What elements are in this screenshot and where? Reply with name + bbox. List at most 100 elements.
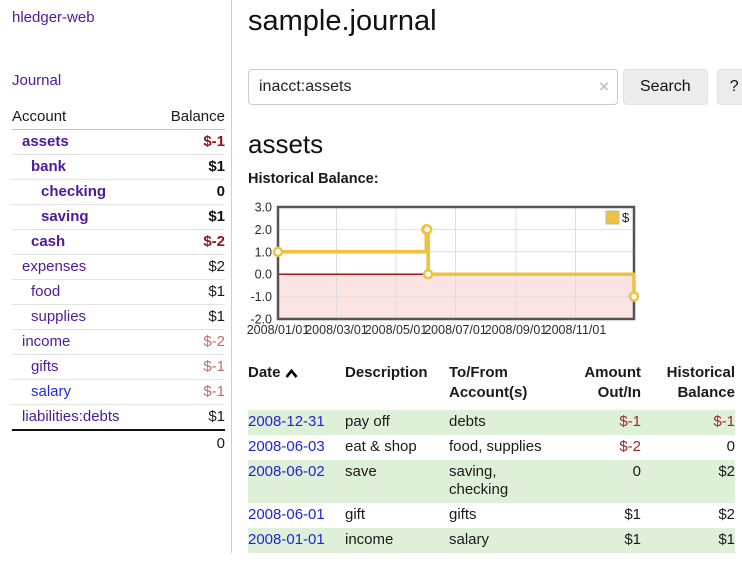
register-table: Date Description To/From Account(s) Amou… bbox=[248, 363, 735, 553]
search-input[interactable] bbox=[248, 69, 618, 105]
account-link-checking[interactable]: checking bbox=[41, 183, 107, 200]
register-row: 2008-06-02 save saving, checking 0 $2 bbox=[248, 460, 735, 503]
historical-balance-chart: $3.0 2.0 1.0 0.0 -1.0 -2.02008/01/012008/03/0… bbox=[247, 201, 640, 337]
transaction-description: gift bbox=[345, 506, 366, 523]
search-form: × Search ? bbox=[248, 69, 742, 105]
account-balance: $-1 bbox=[153, 379, 225, 405]
account-row: checking 0 bbox=[12, 179, 225, 205]
transaction-amount: 0 bbox=[632, 463, 641, 480]
account-balance: $-1 bbox=[153, 129, 225, 155]
account-link-bank[interactable]: bank bbox=[31, 158, 67, 175]
register-header-row: Date Description To/From Account(s) Amou… bbox=[248, 363, 735, 410]
transaction-description: pay off bbox=[345, 413, 390, 430]
main-content: sample.journal × Search ? assets Histori… bbox=[232, 0, 742, 553]
accounts-total: 0 bbox=[153, 429, 225, 456]
transaction-date-link[interactable]: 2008-01-01 bbox=[248, 531, 325, 548]
nav-journal-link[interactable]: Journal bbox=[12, 72, 62, 89]
account-link-assets[interactable]: assets bbox=[22, 133, 69, 150]
transaction-amount: $1 bbox=[624, 531, 641, 548]
app-title-link[interactable]: hledger-web bbox=[12, 9, 95, 26]
transaction-accounts: salary bbox=[449, 531, 490, 548]
account-row: food $1 bbox=[12, 279, 225, 305]
svg-text:2008/09/01: 2008/09/01 bbox=[485, 323, 548, 337]
account-balance: $1 bbox=[208, 408, 225, 425]
account-link-gifts[interactable]: gifts bbox=[31, 358, 59, 375]
svg-text:2008/07/01: 2008/07/01 bbox=[424, 323, 487, 337]
svg-text:-1.0: -1.0 bbox=[250, 290, 272, 304]
svg-text:2008/03/01: 2008/03/01 bbox=[305, 323, 368, 337]
account-row: supplies $1 bbox=[12, 304, 225, 330]
transaction-accounts: debts bbox=[449, 413, 486, 430]
account-balance: $1 bbox=[153, 204, 225, 230]
transaction-description: save bbox=[345, 463, 377, 480]
register-row: 2008-06-01 gift gifts $1 $2 bbox=[248, 503, 735, 528]
account-row: salary $-1 bbox=[12, 379, 225, 405]
account-balance: $1 bbox=[153, 154, 225, 180]
transaction-accounts: food, supplies bbox=[449, 438, 542, 455]
accounts-header-account: Account bbox=[12, 106, 154, 130]
svg-text:2008/05/01: 2008/05/01 bbox=[365, 323, 428, 337]
account-link-supplies[interactable]: supplies bbox=[31, 308, 87, 325]
transaction-date-link[interactable]: 2008-06-03 bbox=[248, 438, 325, 455]
register-row: 2008-01-01 income salary $1 $1 bbox=[248, 528, 735, 553]
transaction-amount: $1 bbox=[624, 506, 641, 523]
transaction-description: income bbox=[345, 531, 394, 548]
account-link-saving[interactable]: saving bbox=[41, 208, 89, 225]
account-balance: $-2 bbox=[153, 329, 225, 355]
transaction-balance: $-1 bbox=[713, 413, 735, 430]
chart-container: $3.0 2.0 1.0 0.0 -1.0 -2.0 2008/01/01 2008/03/0… bbox=[247, 201, 726, 337]
account-link-salary[interactable]: salary bbox=[31, 383, 72, 400]
chart-title: Historical Balance: bbox=[248, 171, 379, 187]
accounts-header-balance: Balance bbox=[153, 106, 225, 130]
transaction-date-link[interactable]: 2008-12-31 bbox=[248, 413, 325, 430]
svg-text:2.0: 2.0 bbox=[255, 223, 272, 237]
transaction-accounts: gifts bbox=[449, 506, 477, 523]
account-link-food[interactable]: food bbox=[31, 283, 61, 300]
transaction-balance: $2 bbox=[718, 463, 735, 480]
clear-search-icon[interactable]: × bbox=[599, 77, 609, 96]
svg-text:3.0: 3.0 bbox=[255, 201, 272, 215]
account-row: liabilities:debts $1 bbox=[12, 405, 225, 431]
account-row: assets $-1 bbox=[12, 129, 225, 155]
account-balance: $1 bbox=[153, 279, 225, 305]
transaction-balance: $1 bbox=[718, 531, 735, 548]
account-balance: $2 bbox=[153, 254, 225, 280]
transaction-accounts: saving, checking bbox=[449, 463, 509, 498]
svg-text:-2.0: -2.0 bbox=[250, 313, 272, 327]
account-row: expenses $2 bbox=[12, 254, 225, 280]
register-row: 2008-06-03 eat & shop food, supplies $-2… bbox=[248, 435, 735, 460]
account-balance: 0 bbox=[153, 179, 225, 205]
account-link-expenses[interactable]: expenses bbox=[22, 258, 87, 275]
account-row: bank $1 bbox=[12, 154, 225, 180]
account-balance: $-1 bbox=[153, 354, 225, 380]
transaction-description: eat & shop bbox=[345, 438, 417, 455]
account-link-cash[interactable]: cash bbox=[31, 233, 66, 250]
col-header-amount: Amount Out/In bbox=[584, 364, 641, 401]
sidebar: hledger-web Journal Account Balance asse… bbox=[0, 0, 232, 553]
page-title: sample.journal bbox=[248, 5, 437, 37]
help-button[interactable]: ? bbox=[716, 69, 742, 105]
search-button[interactable]: Search bbox=[623, 69, 708, 105]
search-input-wrap: × bbox=[248, 69, 618, 105]
transaction-amount: $-2 bbox=[619, 438, 641, 455]
account-link-liabilities-debts[interactable]: liabilities:debts bbox=[22, 408, 120, 425]
svg-text:$: $ bbox=[622, 210, 630, 225]
account-link-income[interactable]: income bbox=[22, 333, 71, 350]
account-row: cash $-2 bbox=[12, 229, 225, 255]
register-row: 2008-12-31 pay off debts $-1 $-1 bbox=[248, 410, 735, 435]
transaction-date-link[interactable]: 2008-06-02 bbox=[248, 463, 325, 480]
col-header-date[interactable]: Date bbox=[248, 363, 345, 410]
account-balance: $1 bbox=[153, 304, 225, 330]
account-row: gifts $-1 bbox=[12, 354, 225, 380]
account-heading: assets bbox=[248, 129, 324, 159]
sort-ascending-icon bbox=[285, 368, 298, 378]
accounts-total-row: 0 bbox=[12, 429, 225, 456]
transaction-date-link[interactable]: 2008-06-01 bbox=[248, 506, 325, 523]
col-header-description: Description bbox=[345, 364, 428, 381]
col-header-balance: Historical Balance bbox=[666, 364, 735, 401]
col-header-accounts: To/From Account(s) bbox=[449, 364, 528, 401]
account-row: saving $1 bbox=[12, 204, 225, 230]
account-balance: $-2 bbox=[153, 229, 225, 255]
svg-text:0.0: 0.0 bbox=[255, 268, 272, 282]
svg-text:2008/01/01: 2008/01/01 bbox=[247, 323, 310, 337]
